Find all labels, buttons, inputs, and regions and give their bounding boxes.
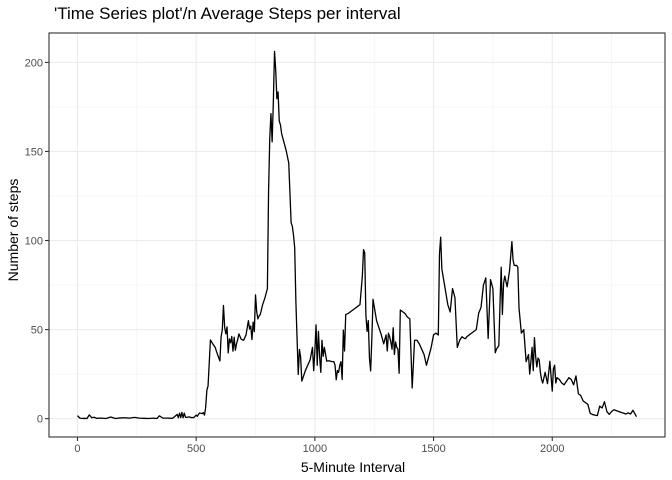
y-axis-title: Number of steps xyxy=(5,179,21,282)
y-tick-label: 0 xyxy=(37,414,43,426)
y-tick-label: 50 xyxy=(31,325,43,337)
axis-layer: 0 500 1000 1500 2000 0 50 100 150 200 xyxy=(25,57,565,455)
y-tick-label: 200 xyxy=(25,57,43,69)
panel-background xyxy=(49,33,665,437)
panel-border xyxy=(48,32,666,438)
panel-layer xyxy=(48,32,666,438)
grid-layer xyxy=(49,33,665,437)
x-axis-title: 5-Minute Interval xyxy=(301,459,405,475)
series-line xyxy=(77,50,638,420)
chart-title: 'Time Series plot'/n Average Steps per i… xyxy=(54,4,401,23)
x-tick-label: 0 xyxy=(74,443,80,455)
x-tick-label: 1500 xyxy=(421,443,445,455)
y-tick-label: 100 xyxy=(25,236,43,248)
y-tick-label: 150 xyxy=(25,146,43,158)
line-layer xyxy=(77,50,638,420)
x-tick-label: 2000 xyxy=(540,443,564,455)
x-tick-label: 500 xyxy=(187,443,205,455)
x-tick-label: 1000 xyxy=(303,443,327,455)
